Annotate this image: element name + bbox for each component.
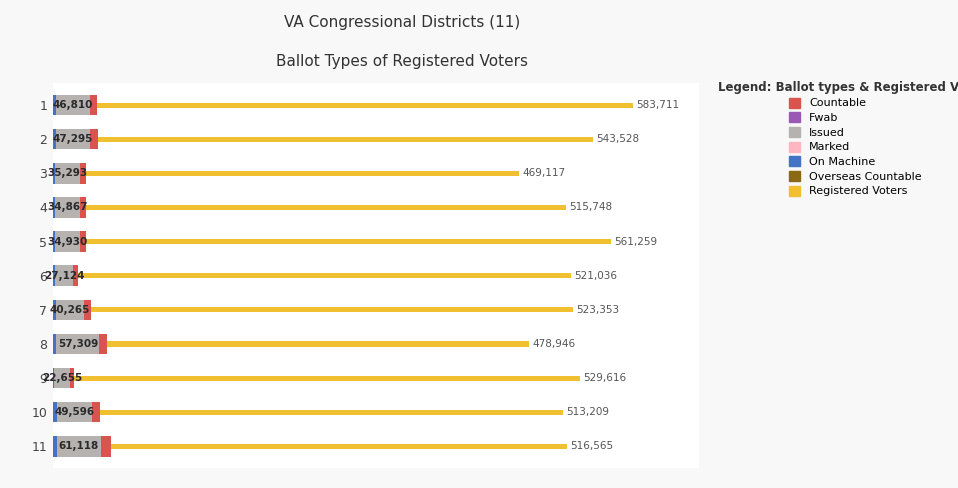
Text: 34,867: 34,867 — [47, 203, 88, 212]
Bar — [53, 197, 56, 218]
Bar — [53, 129, 56, 149]
Bar — [73, 265, 79, 286]
Bar — [53, 444, 566, 449]
Bar — [70, 368, 74, 388]
Bar — [53, 239, 611, 244]
Bar — [53, 273, 571, 278]
Bar — [53, 307, 573, 312]
Text: 469,117: 469,117 — [523, 168, 566, 179]
Bar — [53, 163, 55, 183]
Text: 49,596: 49,596 — [54, 407, 94, 417]
Bar — [53, 368, 55, 388]
Bar — [53, 231, 56, 252]
Text: 516,565: 516,565 — [570, 441, 613, 451]
Text: Ballot Types of Registered Voters: Ballot Types of Registered Voters — [276, 54, 529, 69]
Text: 561,259: 561,259 — [614, 237, 657, 246]
Text: 27,124: 27,124 — [44, 271, 84, 281]
Bar — [80, 163, 86, 183]
Text: 521,036: 521,036 — [574, 271, 617, 281]
Text: 529,616: 529,616 — [582, 373, 626, 383]
Bar — [56, 197, 80, 218]
Bar — [80, 231, 85, 252]
Text: 40,265: 40,265 — [50, 305, 90, 315]
Bar — [53, 402, 57, 423]
Bar — [53, 375, 580, 381]
Bar — [56, 129, 90, 149]
Bar — [84, 300, 91, 320]
Bar — [100, 334, 107, 354]
Text: 478,946: 478,946 — [533, 339, 576, 349]
Text: 34,930: 34,930 — [48, 237, 88, 246]
Bar — [53, 300, 56, 320]
Bar — [53, 436, 57, 457]
Legend: Countable, Fwab, Issued, Marked, On Machine, Overseas Countable, Registered Vote: Countable, Fwab, Issued, Marked, On Mach… — [718, 81, 958, 197]
Text: 22,655: 22,655 — [42, 373, 82, 383]
Text: 57,309: 57,309 — [57, 339, 98, 349]
Bar — [53, 102, 633, 108]
Text: 515,748: 515,748 — [569, 203, 612, 212]
Bar — [55, 163, 80, 183]
Bar — [90, 95, 98, 115]
Bar — [55, 265, 73, 286]
Text: 46,810: 46,810 — [53, 100, 93, 110]
Bar — [57, 436, 101, 457]
Text: 513,209: 513,209 — [566, 407, 609, 417]
Text: VA Congressional Districts (11): VA Congressional Districts (11) — [285, 15, 520, 30]
Bar — [53, 265, 55, 286]
Bar — [53, 342, 529, 346]
Bar — [56, 300, 84, 320]
Bar — [56, 231, 80, 252]
Bar — [53, 334, 57, 354]
Bar — [92, 402, 100, 423]
Bar — [53, 95, 56, 115]
Bar — [56, 95, 90, 115]
Bar — [57, 402, 92, 423]
Text: 47,295: 47,295 — [53, 134, 93, 144]
Bar — [90, 129, 99, 149]
Bar — [55, 368, 70, 388]
Bar — [53, 171, 519, 176]
Text: 61,118: 61,118 — [58, 441, 99, 451]
Bar — [53, 205, 566, 210]
Bar — [101, 436, 111, 457]
Bar — [53, 409, 563, 415]
Text: 35,293: 35,293 — [47, 168, 87, 179]
Text: 543,528: 543,528 — [597, 134, 640, 144]
Bar — [53, 137, 593, 142]
Text: 583,711: 583,711 — [637, 100, 680, 110]
Text: 523,353: 523,353 — [577, 305, 620, 315]
Bar — [80, 197, 85, 218]
Bar — [57, 334, 100, 354]
